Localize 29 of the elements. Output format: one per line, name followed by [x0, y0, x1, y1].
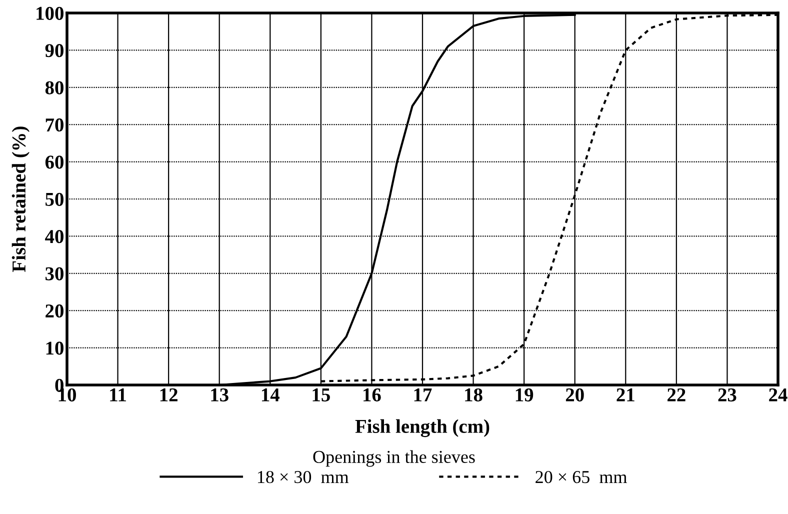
y-axis-title: Fish retained (%) — [12, 126, 30, 272]
x-tick-label: 19 — [516, 388, 534, 402]
y-tick-label: 70 — [46, 118, 64, 132]
x-tick-label: 15 — [312, 388, 330, 402]
y-tick-label: 100 — [36, 6, 64, 20]
legend-label: 18 × 30 mm — [258, 470, 349, 484]
x-tick-label: 13 — [211, 388, 228, 402]
y-tick-label: 90 — [45, 44, 64, 58]
y-tick-label: 60 — [45, 156, 64, 169]
y-tick-label: 20 — [46, 304, 64, 318]
legend-title: Openings in the sieves — [313, 450, 475, 467]
x-tick-label: 18 — [465, 388, 482, 402]
x-tick-label: 12 — [160, 388, 178, 402]
x-tick-label: 20 — [566, 388, 584, 402]
x-tick-label: 23 — [718, 388, 736, 402]
y-tick-label: 30 — [46, 267, 64, 280]
x-tick-label: 11 — [110, 388, 126, 402]
x-tick-label: 16 — [364, 388, 381, 402]
x-tick-label: 22 — [668, 388, 686, 402]
y-tick-label: 40 — [45, 230, 64, 244]
y-tick-label: 50 — [46, 192, 64, 206]
legend-label: 20 × 65 mm — [536, 470, 627, 484]
x-axis-title: Fish length (cm) — [355, 419, 490, 438]
x-tick-label: 14 — [262, 388, 280, 402]
x-tick-label: 17 — [414, 388, 432, 402]
x-tick-label: 21 — [616, 388, 634, 402]
y-tick-label: 80 — [45, 81, 64, 94]
x-tick-label: 24 — [769, 388, 788, 402]
y-tick-label: 10 — [46, 342, 64, 355]
